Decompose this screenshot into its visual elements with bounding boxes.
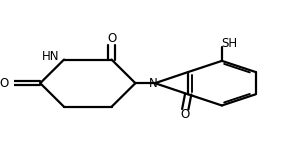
Text: O: O <box>0 77 9 90</box>
Text: SH: SH <box>221 37 237 50</box>
Text: O: O <box>107 32 116 45</box>
Text: HN: HN <box>42 50 60 63</box>
Text: N: N <box>149 77 158 90</box>
Text: O: O <box>181 109 190 121</box>
